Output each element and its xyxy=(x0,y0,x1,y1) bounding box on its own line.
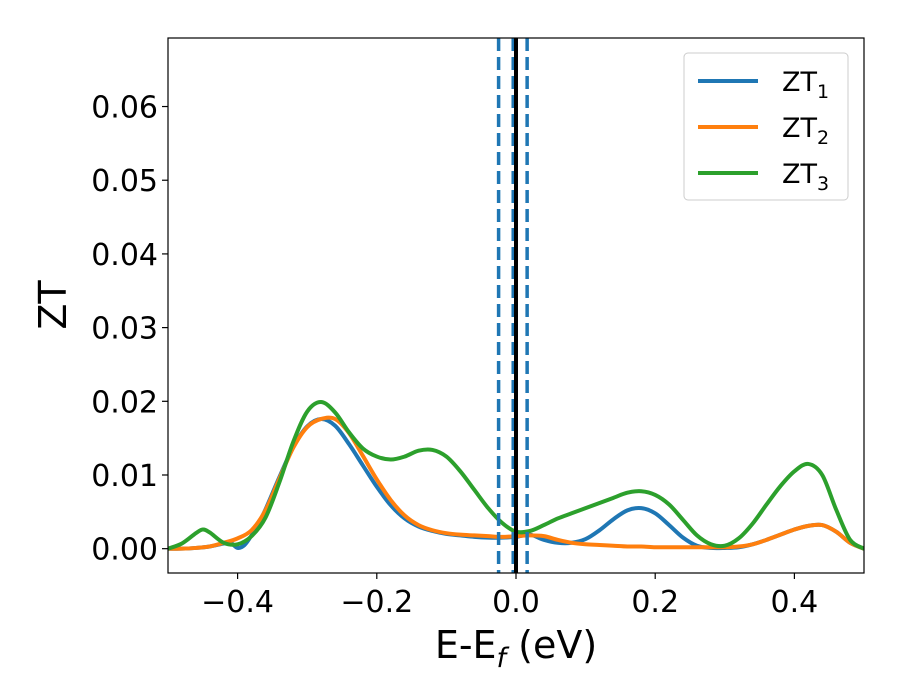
series-line-zt3 xyxy=(168,400,864,551)
x-axis: −0.4 −0.2 0.0 0.2 0.4 xyxy=(201,573,818,620)
legend-label-zt2: ZT2 xyxy=(782,113,829,149)
x-tick-label: 0.4 xyxy=(771,585,819,620)
x-tick-label: −0.2 xyxy=(340,585,413,620)
x-tick-label: −0.4 xyxy=(201,585,274,620)
y-tick-label: 0.05 xyxy=(91,164,158,199)
legend-label-zt3: ZT3 xyxy=(782,159,829,195)
legend-box xyxy=(683,52,849,201)
x-tick-label: 0.2 xyxy=(631,585,679,620)
x-axis-title-unit: (eV) xyxy=(518,623,597,667)
x-axis-title-main: E-E xyxy=(435,623,497,667)
legend-label-zt1: ZT1 xyxy=(782,67,829,103)
y-tick-label: 0.03 xyxy=(91,312,158,347)
y-tick-label: 0.01 xyxy=(91,459,158,494)
x-axis-title: E-Ef (eV) xyxy=(435,623,597,674)
y-axis: 0.00 0.01 0.02 0.03 0.04 0.05 0.06 xyxy=(91,91,168,568)
legend: ZT1 ZT2 ZT3 xyxy=(683,52,849,201)
y-tick-label: 0.00 xyxy=(91,533,158,568)
y-tick-label: 0.02 xyxy=(91,385,158,420)
x-tick-label: 0.0 xyxy=(492,585,540,620)
y-axis-title: ZT xyxy=(31,280,75,330)
y-tick-label: 0.06 xyxy=(91,91,158,126)
y-tick-label: 0.04 xyxy=(91,238,158,273)
plot-area xyxy=(168,38,864,573)
